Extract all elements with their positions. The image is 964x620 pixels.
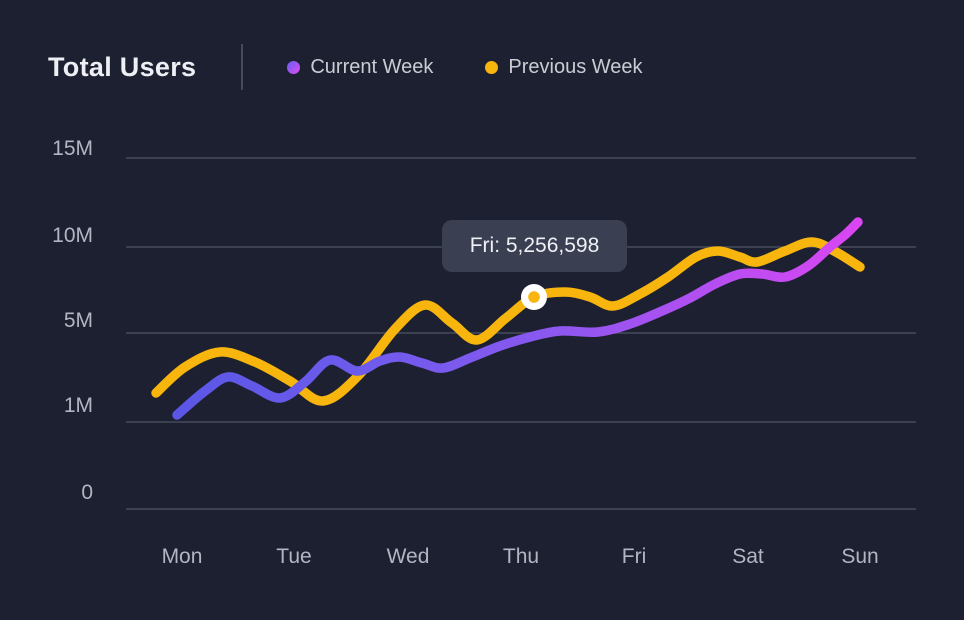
- y-tick-5m: 5M: [64, 309, 93, 332]
- current-week-line[interactable]: [172, 217, 863, 420]
- current-week-dot-icon: [287, 60, 301, 74]
- y-axis-labels: 15M 10M 5M 1M 0: [52, 137, 93, 504]
- legend-label-current-week: Current Week: [310, 55, 434, 78]
- tooltip-text: Fri: 5,256,598: [469, 234, 600, 257]
- header-divider: [241, 44, 244, 90]
- x-tick-wed: Wed: [387, 545, 430, 568]
- gridlines: [126, 157, 916, 510]
- marker-dot: [528, 291, 540, 303]
- y-tick-15m: 15M: [52, 137, 93, 160]
- legend-item-current-week[interactable]: Current Week: [287, 56, 433, 79]
- x-axis-labels: Mon Tue Wed Thu Fri Sat Sun: [162, 545, 879, 568]
- x-tick-fri: Fri: [622, 545, 647, 568]
- chart-header: Total Users Current Week Previous Week: [48, 44, 643, 90]
- x-tick-mon: Mon: [162, 545, 203, 568]
- y-tick-10m: 10M: [52, 224, 93, 247]
- page-title: Total Users: [48, 51, 197, 82]
- previous-week-dot-icon: [485, 60, 499, 74]
- previous-week-line[interactable]: [151, 237, 865, 406]
- y-tick-1m: 1M: [64, 394, 93, 417]
- highlighted-point-marker[interactable]: [521, 284, 547, 310]
- x-tick-sat: Sat: [732, 545, 764, 568]
- x-tick-tue: Tue: [276, 545, 311, 568]
- x-tick-sun: Sun: [841, 545, 878, 568]
- x-tick-thu: Thu: [503, 545, 539, 568]
- y-tick-0: 0: [81, 481, 93, 504]
- legend-item-previous-week[interactable]: Previous Week: [485, 55, 643, 79]
- legend-label-previous-week: Previous Week: [508, 55, 643, 78]
- tooltip: Fri: 5,256,598: [442, 220, 627, 272]
